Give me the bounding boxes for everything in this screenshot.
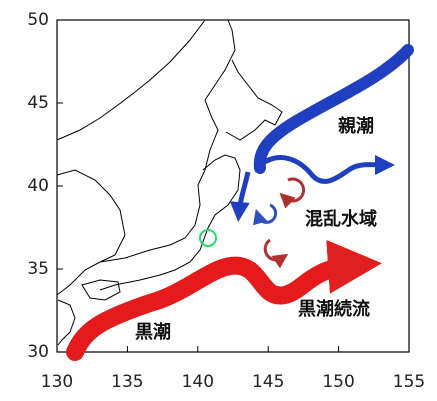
x-tick-label: 150 xyxy=(322,372,354,392)
y-tick-label: 35 xyxy=(27,259,49,279)
current-label: 親潮 xyxy=(338,115,374,137)
x-tick-label: 155 xyxy=(393,372,425,392)
y-tick-label: 50 xyxy=(27,10,49,30)
x-tick-label: 135 xyxy=(111,372,143,392)
current-label: 黒潮続流 xyxy=(298,298,370,320)
y-tick-label: 30 xyxy=(27,342,49,362)
eddy xyxy=(253,203,278,226)
current-label: 黒潮 xyxy=(135,322,171,343)
eddy xyxy=(279,177,306,209)
eddy xyxy=(263,238,289,269)
oyashio-extension xyxy=(258,154,395,184)
kuroshio-current xyxy=(66,239,382,361)
x-tick-label: 145 xyxy=(252,372,284,392)
site-marker xyxy=(199,229,217,247)
current-label: 混乱水域 xyxy=(305,208,377,230)
coastlines xyxy=(56,19,283,346)
y-tick-label: 45 xyxy=(27,93,49,113)
y-tick-label: 40 xyxy=(27,176,49,196)
x-tick-label: 130 xyxy=(41,372,73,392)
southward-arrow xyxy=(229,171,251,222)
x-tick-label: 140 xyxy=(182,372,214,392)
oyashio-current xyxy=(253,44,414,174)
